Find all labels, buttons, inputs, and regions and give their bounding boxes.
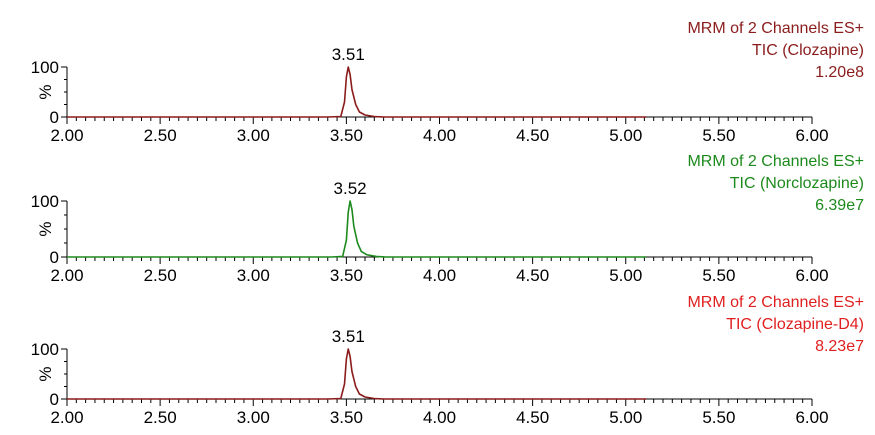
x-tick-label: 4.50: [516, 266, 549, 285]
legend-line-2: TIC (Clozapine-D4): [726, 316, 864, 333]
tic-trace: [67, 66, 647, 118]
x-tick-label: 5.50: [702, 126, 735, 145]
x-tick-label: 3.00: [237, 126, 270, 145]
x-tick-label: 6.00: [795, 126, 828, 145]
y-tick-label: 0: [50, 108, 59, 127]
x-tick-label: 5.50: [702, 408, 735, 427]
y-tick-label: 0: [50, 248, 59, 267]
x-tick-label: 4.00: [423, 126, 456, 145]
x-tick-label: 3.00: [237, 266, 270, 285]
y-tick-label: 100: [31, 58, 59, 77]
x-tick-label: 3.50: [330, 266, 363, 285]
x-tick-label: 4.00: [423, 266, 456, 285]
x-tick-label: 2.00: [50, 126, 83, 145]
x-tick-label: 5.00: [609, 266, 642, 285]
x-tick-label: 5.00: [609, 408, 642, 427]
legend-line-3: 8.23e7: [815, 338, 864, 355]
x-tick-label: 4.00: [423, 408, 456, 427]
x-tick-label: 2.50: [144, 266, 177, 285]
legend-line-2: TIC (Norclozapine): [730, 175, 864, 192]
peak-retention-label: 3.52: [334, 179, 367, 198]
x-tick-label: 3.50: [330, 408, 363, 427]
panel-norclozapine: MRM of 2 Channels ES+ TIC (Norclozapine)…: [31, 153, 864, 285]
x-tick-label: 2.00: [50, 408, 83, 427]
legend-line-2: TIC (Clozapine): [752, 42, 864, 59]
x-tick-label: 6.00: [795, 408, 828, 427]
x-tick-label: 2.50: [144, 126, 177, 145]
x-tick-label: 5.00: [609, 126, 642, 145]
x-tick-label: 2.50: [144, 408, 177, 427]
y-axis-label: %: [36, 84, 55, 99]
x-tick-label: 4.50: [516, 408, 549, 427]
panel-clozapine: MRM of 2 Channels ES+ TIC (Clozapine) 1.…: [31, 20, 864, 145]
x-tick-label: 4.50: [516, 126, 549, 145]
tic-trace: [67, 348, 647, 400]
y-axis-label: %: [36, 221, 55, 236]
y-tick-label: 0: [50, 390, 59, 409]
legend-line-1: MRM of 2 Channels ES+: [687, 153, 864, 170]
y-tick-label: 100: [31, 340, 59, 359]
x-tick-label: 3.50: [330, 126, 363, 145]
tic-trace: [67, 200, 647, 258]
legend-line-3: 6.39e7: [815, 197, 864, 214]
x-tick-label: 2.00: [50, 266, 83, 285]
legend-line-1: MRM of 2 Channels ES+: [687, 20, 864, 37]
peak-retention-label: 3.51: [332, 327, 365, 346]
peak-retention-label: 3.51: [332, 45, 365, 64]
panel-clozapine-d4: MRM of 2 Channels ES+ TIC (Clozapine-D4)…: [31, 294, 864, 427]
legend-line-1: MRM of 2 Channels ES+: [687, 294, 864, 311]
x-tick-label: 5.50: [702, 266, 735, 285]
legend-line-3: 1.20e8: [815, 64, 864, 81]
y-axis-label: %: [36, 366, 55, 381]
x-tick-label: 6.00: [795, 266, 828, 285]
y-tick-label: 100: [31, 192, 59, 211]
x-tick-label: 3.00: [237, 408, 270, 427]
